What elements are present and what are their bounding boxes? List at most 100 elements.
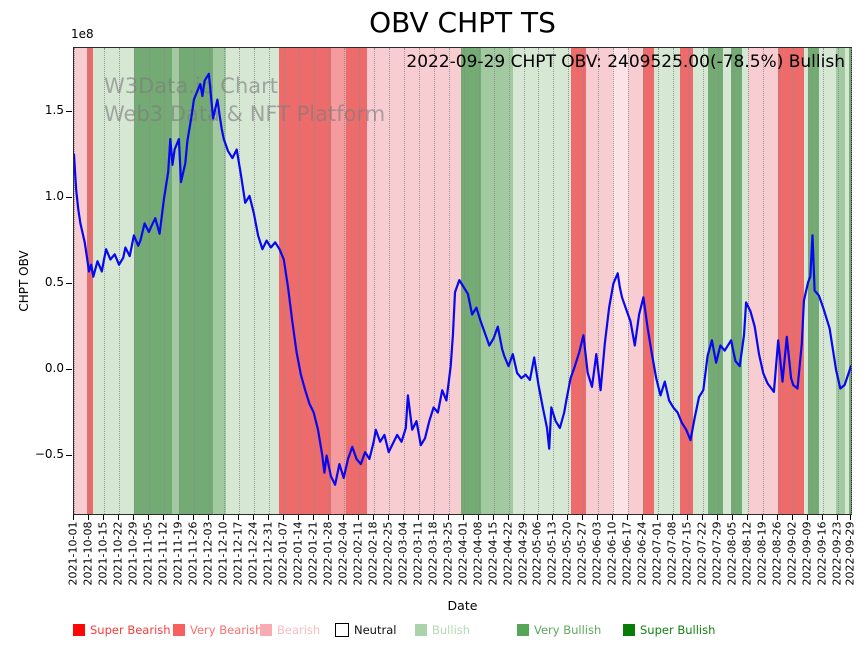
x-tick-mark — [717, 515, 719, 520]
gridline — [508, 48, 510, 514]
legend-label: Very Bearish — [190, 623, 263, 637]
gridline — [373, 48, 375, 514]
signal-band — [741, 48, 749, 514]
gridline — [793, 48, 795, 514]
x-tick-mark — [822, 515, 824, 520]
x-tick-mark — [432, 515, 434, 520]
signal-band — [803, 48, 809, 514]
gridline — [178, 48, 180, 514]
x-tick-mark — [387, 515, 389, 520]
x-tick-mark — [702, 515, 704, 520]
x-tick-mark — [850, 515, 851, 520]
legend-label: Bullish — [432, 623, 471, 637]
x-tick-mark — [612, 515, 614, 520]
legend-swatch — [260, 624, 272, 636]
y-tick-mark — [66, 196, 72, 198]
x-tick-mark — [312, 515, 314, 520]
gridline — [688, 48, 690, 514]
x-tick-mark — [837, 515, 839, 520]
legend-swatch — [623, 624, 635, 636]
legend-item: Neutral — [335, 621, 396, 639]
gridline — [118, 48, 120, 514]
gridline — [388, 48, 390, 514]
x-tick-mark — [87, 515, 89, 520]
x-tick-mark — [207, 515, 209, 520]
x-tick-mark — [492, 515, 494, 520]
signal-band — [818, 48, 836, 514]
gridline — [433, 48, 435, 514]
gridline — [463, 48, 465, 514]
gridline — [838, 48, 840, 514]
x-tick-mark — [807, 515, 809, 520]
gridline — [703, 48, 705, 514]
signal-band — [178, 48, 214, 514]
x-tick-mark — [102, 515, 104, 520]
y-tick-mark — [66, 282, 72, 284]
legend: Super Bearish Very Bearish Bearish Neutral B… — [0, 621, 867, 641]
legend-item: Very Bearish — [173, 621, 262, 639]
gridline — [418, 48, 420, 514]
gridline — [478, 48, 480, 514]
x-tick-mark — [297, 515, 299, 520]
gridline — [343, 48, 345, 514]
x-tick-mark — [252, 515, 254, 520]
obv-line-svg — [74, 72, 851, 486]
watermark-line-1: W3Data.io Chart — [104, 74, 279, 98]
gridline — [598, 48, 600, 514]
gridline — [403, 48, 405, 514]
gridline — [733, 48, 735, 514]
signal-band — [512, 48, 571, 514]
gridline — [103, 48, 105, 514]
y-tick-label: 0.0 — [44, 360, 64, 375]
legend-swatch — [335, 623, 349, 637]
legend-label: Neutral — [354, 623, 397, 637]
legend-swatch — [73, 624, 85, 636]
signal-band — [836, 48, 845, 514]
signal-band — [480, 48, 513, 514]
legend-swatch — [415, 624, 427, 636]
x-tick-mark — [597, 515, 599, 520]
gridline — [643, 48, 645, 514]
legend-label: Bearish — [277, 623, 321, 637]
x-tick-mark — [357, 515, 359, 520]
page-title: OBV CHPT TS — [369, 6, 556, 39]
signal-band — [93, 48, 134, 514]
signal-band — [570, 48, 586, 514]
gridline — [718, 48, 720, 514]
legend-item: Bullish — [415, 621, 470, 639]
gridline — [283, 48, 285, 514]
gridline — [448, 48, 450, 514]
signal-band — [225, 48, 280, 514]
x-tick-mark — [777, 515, 779, 520]
obv-line — [74, 72, 851, 486]
x-tick-mark — [117, 515, 119, 520]
gridline — [748, 48, 750, 514]
signal-band — [213, 48, 226, 514]
x-tick-mark — [507, 515, 509, 520]
gridline — [823, 48, 825, 514]
y-tick-mark — [66, 110, 72, 112]
legend-item: Super Bullish — [623, 621, 715, 639]
y-tick-mark — [66, 454, 72, 456]
x-tick-mark — [177, 515, 179, 520]
x-tick-mark — [627, 515, 629, 520]
signal-band — [731, 48, 742, 514]
x-tick-mark — [747, 515, 749, 520]
x-tick-mark — [762, 515, 764, 520]
x-tick-mark — [687, 515, 689, 520]
gridline — [74, 48, 75, 514]
signal-band — [345, 48, 368, 514]
signal-band — [844, 48, 849, 514]
y-tick-mark — [66, 368, 72, 370]
gridline — [313, 48, 315, 514]
signal-band — [585, 48, 614, 514]
gridline — [223, 48, 225, 514]
gridline — [778, 48, 780, 514]
x-tick-mark — [282, 515, 284, 520]
x-tick-mark — [147, 515, 149, 520]
x-tick-mark — [342, 515, 344, 520]
x-tick-mark — [327, 515, 329, 520]
x-tick-mark — [192, 515, 194, 520]
gridline — [523, 48, 525, 514]
legend-item: Super Bearish — [73, 621, 171, 639]
